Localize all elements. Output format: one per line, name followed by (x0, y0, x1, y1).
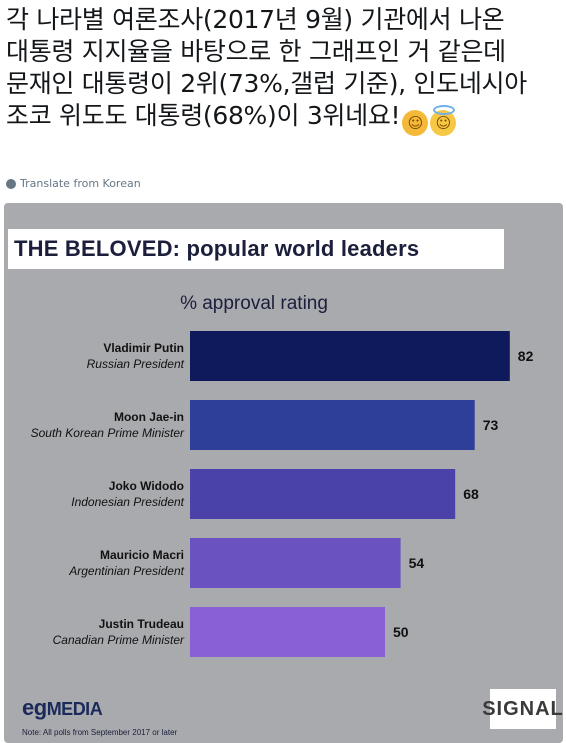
category-name: Justin Trudeau (99, 617, 184, 631)
chart-title: THE BELOVED: popular world leaders (14, 236, 420, 261)
smiling-face-with-halo-icon: ☺ (430, 105, 457, 136)
translate-label: Translate from Korean (20, 177, 141, 190)
bar-moon-jae-in (190, 400, 475, 450)
brand-logo: egMEDIA (22, 695, 103, 720)
hugging-face-icon: ☺ (402, 110, 429, 136)
bar-vladimir-putin (190, 331, 510, 381)
tweet-body: 각 나라별 여론조사(2017년 9월) 기관에서 나온 대통령 지지율을 바탕… (6, 5, 535, 130)
category-role: South Korean Prime Minister (31, 426, 185, 440)
category-role: Canadian Prime Minister (53, 633, 185, 647)
data-label: 54 (409, 555, 425, 571)
tweet-text: 각 나라별 여론조사(2017년 9월) 기관에서 나온 대통령 지지율을 바탕… (6, 4, 562, 136)
signal-watermark-box: SIGNAL (482, 689, 563, 729)
data-label: 68 (463, 486, 479, 502)
category-role: Russian President (87, 357, 185, 371)
category-name: Vladimir Putin (103, 341, 184, 355)
translate-link[interactable]: Translate from Korean (6, 177, 141, 190)
bar-joko-widodo (190, 469, 456, 519)
category-name: Mauricio Macri (100, 548, 184, 562)
category-role: Argentinian President (68, 564, 184, 578)
signal-watermark: SIGNAL (482, 697, 563, 720)
globe-icon (6, 178, 16, 189)
attached-image[interactable]: THE BELOVED: popular world leaders % app… (4, 203, 563, 743)
data-label: 73 (483, 417, 499, 433)
category-name: Joko Widodo (109, 479, 184, 493)
bar-mauricio-macri (190, 538, 401, 588)
data-label: 82 (518, 348, 534, 364)
chart-title-box: THE BELOVED: popular world leaders (8, 229, 504, 269)
category-name: Moon Jae-in (114, 410, 184, 424)
category-role: Indonesian President (71, 495, 184, 509)
chart-note: Note: All polls from September 2017 or l… (22, 728, 178, 737)
bar-chart: Vladimir Putin Russian President 82 Moon Ja… (31, 331, 534, 657)
data-label: 50 (393, 624, 409, 640)
bar-justin-trudeau (190, 607, 385, 657)
chart-subtitle: % approval rating (180, 293, 328, 314)
